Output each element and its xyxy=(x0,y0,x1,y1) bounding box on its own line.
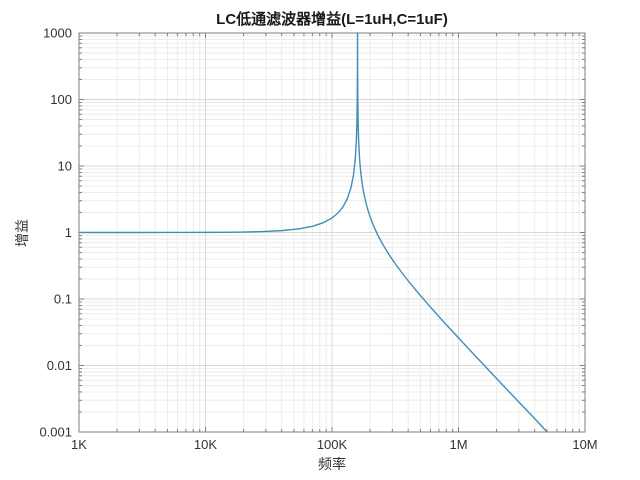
x-tick-label: 100K xyxy=(317,437,348,452)
chart-title: LC低通滤波器增益(L=1uH,C=1uF) xyxy=(216,11,448,28)
y-tick-label: 0.1 xyxy=(54,292,72,307)
y-tick-label: 0.001 xyxy=(39,425,72,440)
x-tick-label: 10K xyxy=(194,437,217,452)
x-axis-label: 频率 xyxy=(318,456,346,472)
gain-curve xyxy=(78,32,548,433)
y-tick-label: 1 xyxy=(65,225,72,240)
y-axis-label: 增益 xyxy=(14,219,30,247)
x-tick-label: 1M xyxy=(449,437,467,452)
y-tick-label: 0.01 xyxy=(47,358,72,373)
x-tick-label: 1K xyxy=(71,437,87,452)
x-tick-label: 10M xyxy=(572,437,597,452)
y-tick-label: 10 xyxy=(58,159,72,174)
y-tick-label: 100 xyxy=(50,92,72,107)
y-tick-label: 1000 xyxy=(43,26,72,41)
